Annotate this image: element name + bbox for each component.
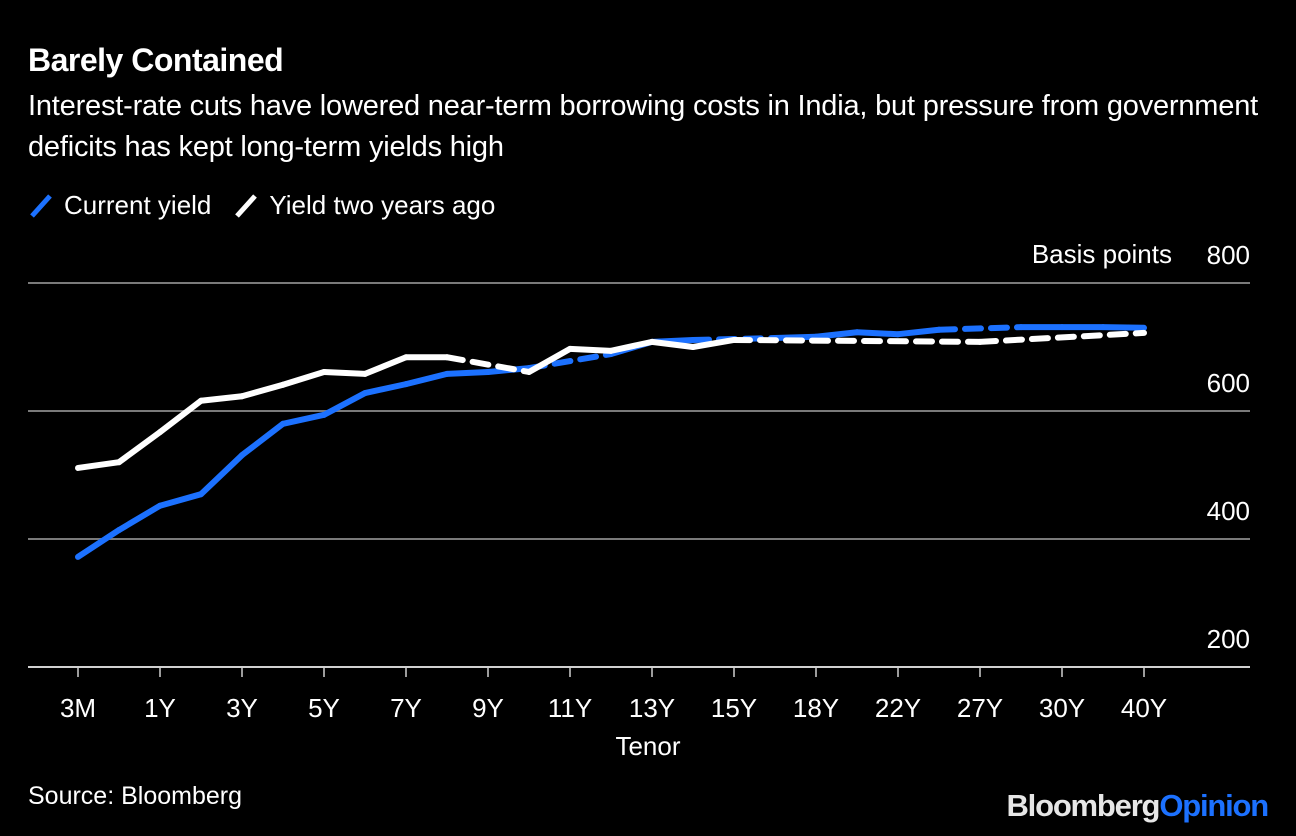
series-segment [116,429,163,466]
x-tick-label: 18Y [793,693,839,723]
series-segment [608,338,655,354]
series-segment [198,452,245,498]
x-tick-label: 5Y [308,693,340,723]
chart-title: Barely Contained [28,42,284,78]
series-segment-interpolated [936,324,1024,333]
diagonal-line-icon [235,193,258,218]
x-tick-label: 3M [60,693,96,723]
legend-label: Current yield [64,190,212,220]
series-segment [772,333,819,342]
bloomberg-opinion-logo: BloombergOpinion [1006,788,1269,824]
series-segment [362,381,409,397]
x-tick-label: 9Y [472,693,504,723]
source-note: Source: Bloomberg [28,782,243,810]
series-segment [157,491,204,509]
series-segment [280,368,327,388]
series-segment [157,397,204,436]
series-segment [239,420,286,459]
chart-subtitle: Interest-rate cuts have lowered near-ter… [28,90,1258,163]
series-segment-interpolated [977,329,1147,345]
x-tick-label: 3Y [226,693,258,723]
series-segment [239,381,286,400]
series-yield-two-years-ago [75,329,1147,471]
legend-label: Yield two years ago [269,190,496,220]
y-tick-label: 800 [1207,240,1250,270]
x-tick-label: 30Y [1039,693,1085,723]
series-segment [854,329,901,338]
x-axis-title: Tenor [615,731,680,761]
logo-opinion: Opinion [1159,788,1269,823]
x-tick-label: 15Y [711,693,757,723]
series-segment [362,354,409,377]
series-segment [403,370,450,388]
series-segment [649,338,696,350]
series-segment [1100,324,1147,331]
legend-item-yield-two-years-ago: Yield two years ago [233,190,495,221]
series-segment [895,326,942,338]
series-segment [813,329,860,340]
series-segment [75,527,122,560]
series-segment [280,411,327,427]
y-axis-title: Basis points [1032,239,1172,269]
y-tick-label: 400 [1207,496,1250,526]
series-segment [321,390,368,418]
x-tick-label: 7Y [390,693,422,723]
legend-item-current-yield: Current yield [28,190,211,221]
series-segment [116,502,163,534]
x-tick-label: 27Y [957,693,1003,723]
series-segment [526,345,573,375]
series-segment [690,336,737,350]
y-tick-label: 200 [1207,624,1250,654]
diagonal-line-icon [30,193,52,218]
series-segment-interpolated [444,354,532,375]
x-tick-label: 11Y [548,693,592,723]
series-segment [198,393,245,404]
series-current-yield [75,324,1147,560]
x-tick-label: 13Y [629,693,675,723]
series-segment [567,345,614,354]
series-segment [444,368,491,377]
x-tick-label: 40Y [1121,693,1167,723]
y-tick-label: 600 [1207,368,1250,398]
series-segment [321,368,368,377]
logo-bloomberg: Bloomberg [1006,788,1160,823]
series-segment [75,459,122,471]
x-tick-label: 22Y [875,693,921,723]
legend: Current yield Yield two years ago [28,190,517,221]
series-segment-interpolated [731,336,983,345]
x-tick-label: 1Y [144,693,176,723]
